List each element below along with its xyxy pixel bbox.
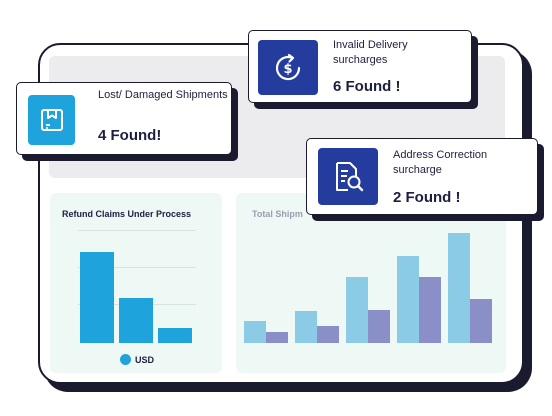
shipment-bar-purple [470,298,492,343]
refund-bar [158,327,192,343]
package-icon [28,95,75,145]
address-correction-card[interactable]: Address Correction surcharge 2 Found ! [306,138,538,215]
legend-dot [120,354,131,365]
svg-text:$: $ [283,62,292,77]
shipment-bar-light [397,255,419,343]
dollar-refresh-icon: $ [258,40,318,95]
gridline [78,267,196,268]
card-label-lost: Lost/ Damaged Shipments [98,89,228,101]
card-label-invalid: Invalid Delivery surcharges [333,39,408,66]
shipment-bar-light [295,310,317,343]
card-count-address: 2 Found ! [393,189,461,206]
lost-damaged-card[interactable]: Lost/ Damaged Shipments 4 Found! [16,82,232,155]
panel-title-refund: Refund Claims Under Process [62,209,192,219]
refund-bar [119,297,153,343]
shipment-bar-purple [317,326,339,343]
refund-claims-panel: Refund Claims Under Process USD [50,193,222,373]
card-label-address: Address Correction surcharge [393,149,488,176]
card-count-lost: 4 Found! [98,127,162,144]
document-search-icon [318,148,378,205]
shipment-bar-purple [419,277,441,343]
shipment-bar-purple [368,309,390,343]
panel-title-total: Total Shipm [252,209,303,219]
invalid-delivery-card[interactable]: $ Invalid Delivery surcharges 6 Found ! [248,30,472,103]
card-count-invalid: 6 Found ! [333,78,401,95]
shipment-bar-light [448,232,470,343]
refund-bar [80,252,114,343]
refund-legend: USD [120,354,154,365]
shipment-bar-light [244,321,266,343]
shipment-bar-purple [266,332,288,343]
gridline [78,230,196,231]
legend-label-usd: USD [135,354,155,365]
total-shipments-panel: Total Shipm [236,193,506,373]
shipment-bar-light [346,277,368,343]
